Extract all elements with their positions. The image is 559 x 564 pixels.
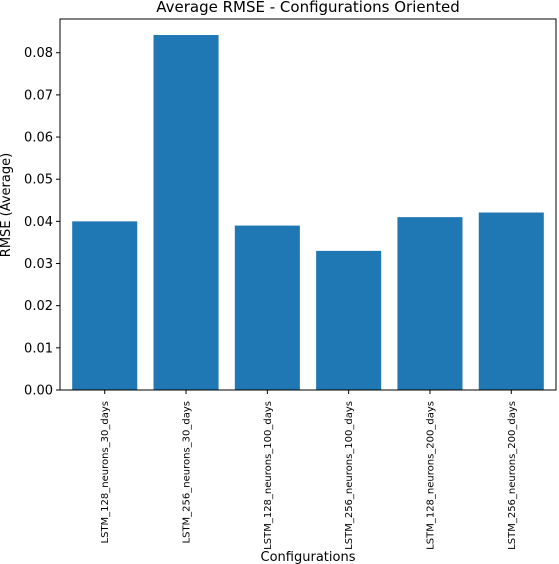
bar-5 <box>397 217 463 390</box>
y-axis-ticks: 0.00 0.01 0.02 0.03 0.04 0.05 0.06 0.07 0.08 <box>24 46 60 399</box>
y-axis-label: RMSE (Average) <box>0 153 14 257</box>
y-tick-label: 0.06 <box>24 131 53 146</box>
x-axis-label: Configurations <box>261 550 356 564</box>
y-tick-label: 0.08 <box>24 46 53 61</box>
x-axis-ticks: LSTM_128_neurons_30_days LSTM_256_neurons… <box>100 390 518 550</box>
x-tick-label: LSTM_256_neurons_30_days <box>182 401 193 543</box>
bar-1 <box>72 221 138 390</box>
x-tick-label: LSTM_256_neurons_200_days <box>507 401 518 550</box>
chart-title: Average RMSE - Configurations Oriented <box>156 0 460 16</box>
y-tick-label: 0.05 <box>24 173 53 188</box>
x-tick-label: LSTM_128_neurons_30_days <box>100 401 111 543</box>
y-tick-label: 0.03 <box>24 257 53 272</box>
y-tick-label: 0.01 <box>24 341 53 356</box>
x-tick-label: LSTM_128_neurons_100_days <box>263 401 274 550</box>
bar-6 <box>478 212 544 390</box>
y-tick-label: 0.02 <box>24 299 53 314</box>
bar-2 <box>153 35 219 391</box>
y-tick-label: 0.00 <box>24 384 53 399</box>
x-tick-label: LSTM_128_neurons_200_days <box>425 401 436 550</box>
bar-4 <box>316 250 382 390</box>
bar-3 <box>234 225 300 390</box>
x-tick-label: LSTM_256_neurons_100_days <box>344 401 355 550</box>
bars-group <box>72 35 544 391</box>
y-tick-label: 0.07 <box>24 88 53 103</box>
plot-frame <box>59 18 557 391</box>
y-tick-label: 0.04 <box>24 215 53 230</box>
